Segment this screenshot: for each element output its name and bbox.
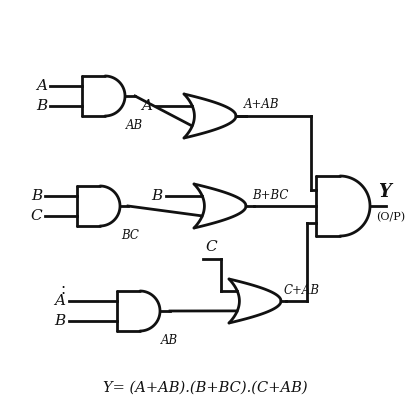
- Text: Y= (A+AB).(B+BC).(C+AB): Y= (A+AB).(B+BC).(C+AB): [103, 381, 307, 395]
- Text: B+BC: B+BC: [252, 189, 289, 202]
- Text: (O/P): (O/P): [376, 212, 405, 222]
- Text: B: B: [36, 99, 47, 113]
- Text: B: B: [151, 189, 162, 203]
- Text: AB: AB: [126, 119, 143, 132]
- Text: BC: BC: [121, 229, 139, 242]
- Text: Y: Y: [378, 183, 391, 201]
- Text: C+AB: C+AB: [284, 284, 320, 297]
- Text: A+AB: A+AB: [244, 98, 279, 111]
- Text: C: C: [205, 240, 217, 254]
- Text: B: B: [31, 189, 42, 203]
- Text: A: A: [54, 294, 65, 308]
- Text: :: :: [60, 282, 65, 297]
- Text: AB: AB: [161, 334, 178, 347]
- Text: A: A: [141, 99, 152, 113]
- Text: C: C: [30, 209, 42, 223]
- Text: B: B: [54, 314, 65, 328]
- Text: A: A: [36, 79, 47, 93]
